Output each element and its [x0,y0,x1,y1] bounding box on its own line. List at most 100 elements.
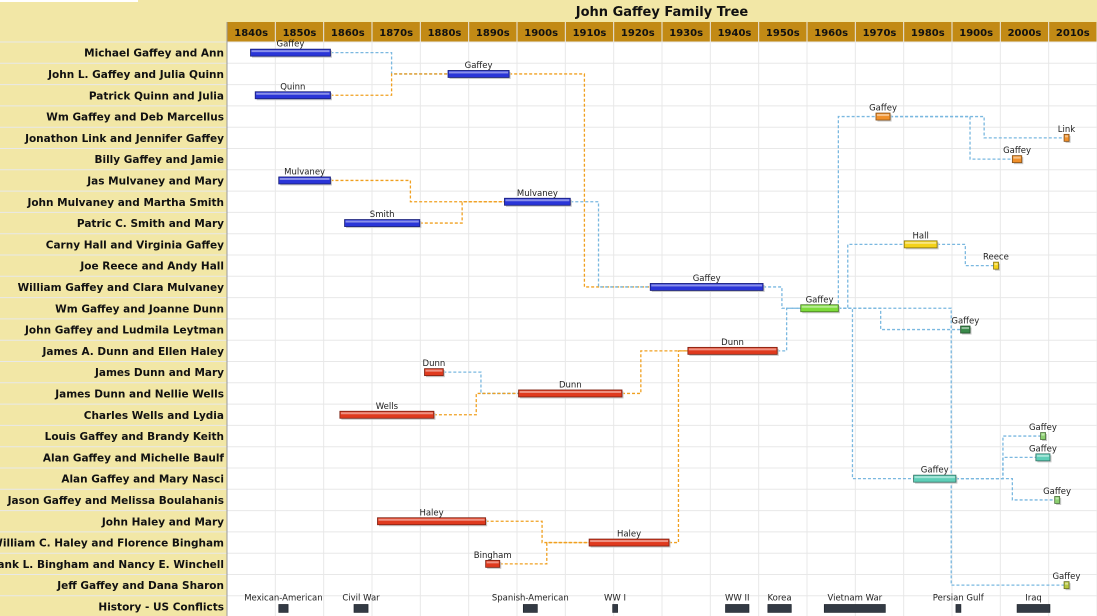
bar-label: Gaffey [921,466,949,476]
conflict-bar [522,604,538,613]
decade-tick-label: 2000s [1008,28,1042,39]
bar-label: Gaffey [1029,423,1057,433]
decade-tick-label: 1900s [524,28,558,39]
row-label: Jeff Gaffey and Dana Sharon [56,580,224,592]
connector-line [499,541,590,565]
title-left-notch [0,0,138,2]
bar-label: Mulvaney [284,167,325,177]
row-label: Charles Wells and Lydia [84,410,224,422]
bar-highlight [486,561,499,564]
connector-line [330,73,449,96]
bar [1011,155,1023,164]
bar [1063,133,1070,142]
conflict-bar [612,604,618,613]
bar-label: Gaffey [1052,572,1080,582]
row-label: James Dunn and Mary [94,367,224,379]
title-band [0,0,1097,22]
bar [518,389,623,398]
row-label: Carny Hall and Virginia Gaffey [46,239,224,251]
bar-highlight [905,241,937,244]
bar-label: Gaffey [1043,487,1071,497]
grid-lines [0,22,1097,616]
conflict-label: WW I [604,593,626,603]
bar [339,410,435,419]
bar-highlight [505,199,570,202]
bar [1035,453,1051,462]
connector-lines [330,52,1065,586]
conflict-label: Iraq [1025,593,1042,603]
decade-tick-label: 1980s [911,28,945,39]
row-label: Alan Gaffey and Michelle Baulf [43,452,225,464]
row-label: Wm Gaffey and Joanne Dunn [55,303,224,315]
row-label: Louis Gaffey and Brandy Keith [45,431,224,443]
decade-tick-label: 1900s [959,28,993,39]
row-label: William C. Haley and Florence Bingham [0,538,224,550]
bar-label: Dunn [721,338,744,348]
row-label: John L. Gaffey and Julia Quinn [47,69,224,81]
bar [687,346,778,355]
bar-highlight [590,540,669,543]
decade-tick-label: 1910s [573,28,607,39]
decade-tick-label: 2010s [1056,28,1090,39]
bar-label: Gaffey [693,274,721,284]
connector-line [955,456,1036,480]
row-label: History - US Conflicts [98,601,224,613]
conflict-bar [725,604,750,613]
row-label: Michael Gaffey and Ann [84,48,224,60]
bar-highlight [256,92,330,95]
conflict-bar [278,604,289,613]
bar [903,240,938,249]
bar-highlight [801,305,838,308]
bar [588,538,670,547]
bar-highlight [1065,135,1069,138]
bar-label: Smith [370,210,395,220]
bar-highlight [378,518,485,521]
conflict-label: Vietnam War [827,593,882,603]
connector-line [622,350,688,395]
decade-tick-label: 1920s [621,28,655,39]
bar-highlight [1041,433,1045,436]
bar [1054,496,1061,504]
bar-label: Haley [419,508,443,518]
connector-line [777,307,801,352]
row-label: Patric C. Smith and Mary [77,218,224,230]
connector-line [837,115,876,309]
connector-line [838,307,1065,586]
bar-label: Gaffey [277,40,305,50]
row-label: Alan Gaffey and Mary Nasci [61,474,224,486]
row-label: Jas Mulvaney and Mary [86,175,224,187]
decade-tick-label: 1880s [428,28,462,39]
bar-label: Bingham [474,551,512,561]
connector-line [330,179,505,203]
decade-tick-label: 1890s [476,28,510,39]
bar [1040,432,1046,440]
row-label: Patrick Quinn and Julia [89,90,224,102]
bar [344,219,421,227]
decade-tick-labels: 1840s 1850s 1860s 1870s 1880s 1890s 1900s 1910s… [234,28,1089,39]
bar [447,70,510,78]
decade-tick-label: 1860s [331,28,365,39]
conflict-label: Civil War [342,593,380,603]
bar-label: Link [1058,125,1075,135]
decade-tick-label: 1960s [814,28,848,39]
row-label: James A. Dunn and Ellen Haley [41,346,224,358]
row-label: Joe Reece and Andy Hall [79,261,224,273]
bar-highlight [251,50,330,53]
bar-highlight [994,263,998,266]
connector-line [433,392,519,416]
bar-label: Gaffey [869,104,897,114]
bar [254,91,331,100]
bar-label: Reece [983,253,1009,263]
bar [424,368,444,377]
row-label: John Mulvaney and Martha Smith [26,197,224,209]
bar-highlight [651,284,763,287]
bar [649,283,764,291]
bar-label: Dunn [423,359,446,369]
bar-label: Gaffey [1029,444,1057,454]
bar-highlight [1065,582,1069,585]
decade-tick-label: 1840s [234,28,268,39]
bar-label: Hall [912,231,928,241]
decade-tick-label: 1850s [283,28,317,39]
row-label: William Gaffey and Clara Mulvaney [18,282,225,294]
